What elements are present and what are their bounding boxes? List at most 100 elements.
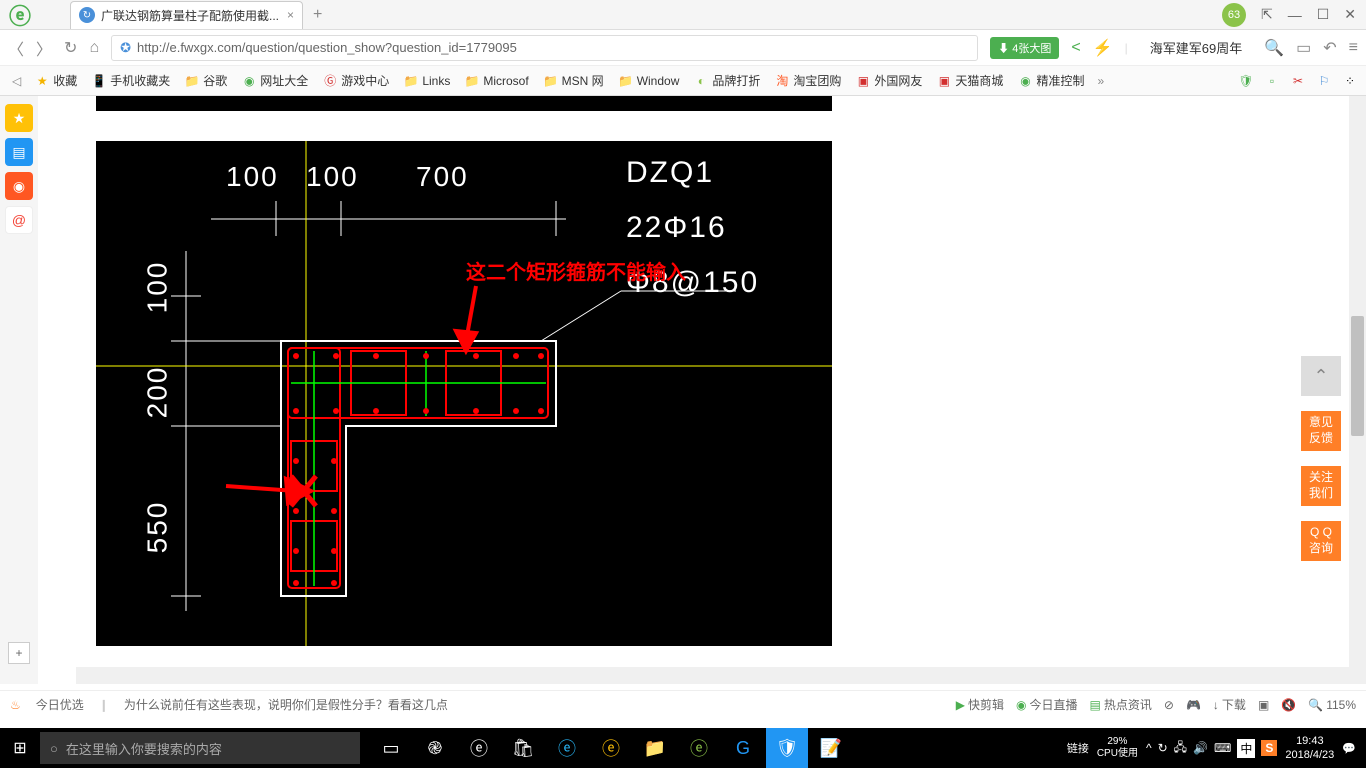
app-ie-icon[interactable]: ⓔ [458, 728, 500, 768]
bookmark-games[interactable]: Ⓖ游戏中心 [317, 70, 394, 91]
bookmark-favorites[interactable]: ★收藏 [29, 70, 82, 91]
feedback-button[interactable]: 意见反馈 [1301, 411, 1341, 451]
float-buttons: ⌃ 意见反馈 关注我们 Q Q咨询 [1301, 356, 1341, 561]
app-shield-icon[interactable]: 🛡 [766, 728, 808, 768]
news-download[interactable]: ↓下载 [1213, 696, 1246, 713]
news-live[interactable]: ◉今日直播 [1016, 696, 1078, 713]
download-badge[interactable]: ⬇ 4张大图 [990, 37, 1059, 59]
browser-logo[interactable]: ⓔ [0, 0, 40, 30]
taskview-icon[interactable]: ▭ [370, 728, 412, 768]
app-360-icon[interactable]: ⓔ [678, 728, 720, 768]
globe-icon: ✪ [120, 40, 131, 56]
cad-image: 100 100 700 100 200 550 DZQ1 22Φ16 Φ8@15… [96, 96, 832, 684]
tray-sync-icon[interactable]: ↻ [1158, 741, 1168, 755]
tb-link[interactable]: 链接 [1067, 740, 1089, 756]
qq-button[interactable]: Q Q咨询 [1301, 521, 1341, 561]
pin-icon[interactable]: ⇱ [1261, 6, 1273, 23]
app-note-icon[interactable]: 📝 [810, 728, 852, 768]
scissors-icon[interactable]: ✂ [1290, 73, 1306, 89]
bookmark-brand[interactable]: ◐品牌打折 [688, 70, 765, 91]
sidebar-star-icon[interactable]: ★ [5, 104, 33, 132]
news-hot[interactable]: ▤热点资讯 [1090, 696, 1152, 713]
back-button[interactable]: 〈 [8, 36, 24, 60]
tab-favicon: ↻ [79, 7, 95, 23]
bookmark-msn[interactable]: 📁MSN 网 [538, 70, 609, 91]
browser-tab[interactable]: ↻ 广联达钢筋算量柱子配筋使用截... × [70, 1, 303, 29]
block-icon[interactable]: ⊘ [1164, 698, 1174, 712]
close-button[interactable]: ✕ [1344, 6, 1356, 23]
bookmark-microsoft[interactable]: 📁Microsof [459, 71, 533, 91]
bookmark-taobao[interactable]: 淘淘宝团购 [769, 70, 846, 91]
sidebar-at-icon[interactable]: @ [5, 206, 33, 234]
home-button[interactable]: ⌂ [89, 39, 99, 57]
tray-net-icon[interactable]: 🖧 [1174, 738, 1187, 759]
flag-icon[interactable]: ⚐ [1316, 73, 1332, 89]
zoom-level[interactable]: 🔍115% [1308, 698, 1356, 712]
bookmark-links[interactable]: 📁Links [398, 71, 455, 91]
maximize-button[interactable]: ☐ [1317, 6, 1330, 23]
reload-button[interactable]: ↻ [64, 38, 77, 58]
cortana-icon: ○ [50, 741, 58, 756]
notification-badge[interactable]: 63 [1222, 3, 1246, 27]
app-g-icon[interactable]: G [722, 728, 764, 768]
tray-vol-icon[interactable]: 🔊 [1193, 741, 1208, 755]
follow-button[interactable]: 关注我们 [1301, 466, 1341, 506]
start-button[interactable]: ⊞ [0, 728, 40, 768]
taskbar-clock[interactable]: 19:432018/4/23 [1285, 734, 1334, 763]
notification-icon[interactable]: 💬 [1342, 742, 1356, 755]
search-placeholder: 在这里输入你要搜索的内容 [66, 739, 222, 758]
tray-sogou-icon[interactable]: S [1261, 740, 1277, 756]
game-icon[interactable]: 🎮 [1186, 698, 1201, 712]
news-headline[interactable]: 为什么说前任有这些表现，说明你们是假性分手？看看这几点 [124, 696, 448, 713]
forward-button[interactable]: 〉 [36, 36, 52, 60]
book-scroll-left[interactable]: ◁ [8, 74, 25, 88]
tab-close-icon[interactable]: × [287, 8, 294, 22]
bookmark-google[interactable]: 📁谷歌 [179, 70, 232, 91]
app-swirl-icon[interactable]: ֎ [414, 728, 456, 768]
horizontal-scrollbar[interactable] [76, 667, 1349, 684]
news-clip[interactable]: ▶快剪辑 [956, 696, 1004, 713]
taskbar: ⊞ ○ 在这里输入你要搜索的内容 ▭ ֎ ⓔ 🛍 ⓔ ⓔ 📁 ⓔ G 🛡 📝 链… [0, 728, 1366, 768]
app-explorer-icon[interactable]: 📁 [634, 728, 676, 768]
url-text: http://e.fwxgx.com/question/question_sho… [137, 40, 517, 55]
pip-icon[interactable]: ▣ [1258, 698, 1269, 712]
cpu-meter[interactable]: 29%CPU使用 [1097, 736, 1138, 760]
bookmark-more[interactable]: » [1093, 74, 1108, 88]
share-icon[interactable]: < [1071, 39, 1080, 57]
sidebar-weibo-icon[interactable]: ◉ [5, 172, 33, 200]
reader-icon[interactable]: ▭ [1296, 38, 1311, 58]
titlebar: ⓔ ↻ 广联达钢筋算量柱子配筋使用截... × + 63 ⇱ — ☐ ✕ [0, 0, 1366, 30]
bookmark-window[interactable]: 📁Window [613, 71, 685, 91]
apps-icon[interactable]: ⁘ [1342, 73, 1358, 89]
app-edge-icon[interactable]: ⓔ [546, 728, 588, 768]
navbar: 〈 〉 ↻ ⌂ ✪ http://e.fwxgx.com/question/qu… [0, 30, 1366, 66]
news-today[interactable]: 今日优选 [36, 696, 84, 713]
app-ie2-icon[interactable]: ⓔ [590, 728, 632, 768]
bookmark-mobile[interactable]: 📱手机收藏夹 [86, 70, 175, 91]
bookmark-tmall[interactable]: ▣天猫商城 [931, 70, 1008, 91]
bookmark-sites[interactable]: ◉网址大全 [236, 70, 313, 91]
news-bar: ♨ 今日优选 ❙ 为什么说前任有这些表现，说明你们是假性分手？看看这几点 ▶快剪… [0, 690, 1366, 718]
add-panel-button[interactable]: + [8, 642, 30, 664]
vertical-scrollbar[interactable] [1349, 96, 1366, 684]
shield-icon[interactable]: 🛡 [1238, 73, 1254, 89]
bookmark-precise[interactable]: ◉精准控制 [1012, 70, 1089, 91]
app-store-icon[interactable]: 🛍 [502, 728, 544, 768]
search-icon[interactable]: 🔍 [1264, 38, 1284, 58]
taskbar-search[interactable]: ○ 在这里输入你要搜索的内容 [40, 732, 360, 764]
scroll-top-button[interactable]: ⌃ [1301, 356, 1341, 396]
tray-ime[interactable]: 中 [1237, 739, 1255, 758]
new-tab-button[interactable]: + [313, 6, 322, 24]
news-ticker[interactable]: 海军建军69周年 [1140, 38, 1252, 57]
sidebar-news-icon[interactable]: ▤ [5, 138, 33, 166]
undo-icon[interactable]: ↶ [1323, 38, 1336, 58]
menu-icon[interactable]: ≡ [1349, 39, 1358, 57]
extension-icon[interactable]: ▫ [1264, 73, 1280, 89]
tray-kb-icon[interactable]: ⌨ [1214, 741, 1231, 755]
bookmark-foreign[interactable]: ▣外国网友 [850, 70, 927, 91]
mute-icon[interactable]: 🔇 [1281, 698, 1296, 712]
bolt-icon[interactable]: ⚡ [1093, 38, 1113, 58]
url-bar[interactable]: ✪ http://e.fwxgx.com/question/question_s… [111, 35, 978, 61]
tray-up-icon[interactable]: ^ [1146, 741, 1152, 755]
minimize-button[interactable]: — [1288, 7, 1302, 23]
